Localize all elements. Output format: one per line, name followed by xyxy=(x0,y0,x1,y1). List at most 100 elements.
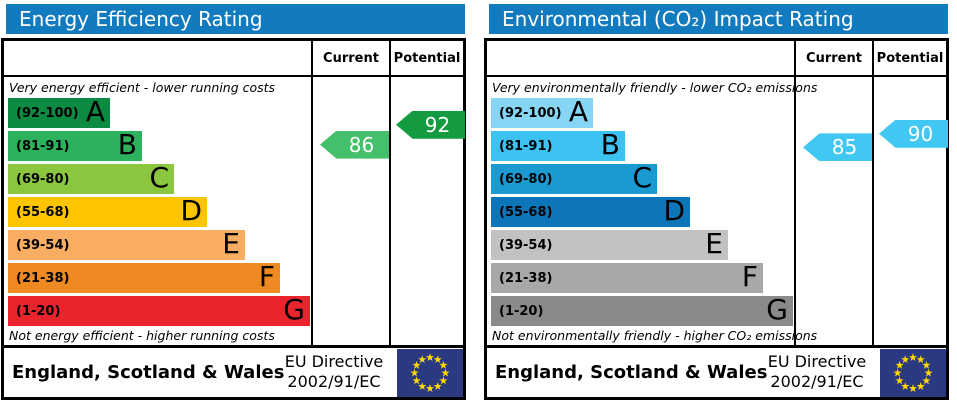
top-caption: Very energy efficient - lower running co… xyxy=(9,80,276,95)
current-rating-arrow: 85 xyxy=(803,133,872,162)
band-range-label: (21-38) xyxy=(16,270,70,286)
bottom-caption: Not energy efficient - higher running co… xyxy=(9,328,275,343)
band-range-label: (55-68) xyxy=(499,204,553,220)
column-header-current: Current xyxy=(806,50,862,66)
rating-band-b: (81-91) B xyxy=(8,128,142,161)
column-header-potential: Potential xyxy=(393,50,461,66)
rating-band-e: (39-54) E xyxy=(8,227,245,260)
rating-chart-box: Current Potential Very energy efficient … xyxy=(1,38,466,400)
current-rating-value: 86 xyxy=(348,132,375,157)
rating-band-d: (55-68) D xyxy=(8,194,207,227)
eu-directive-line2: 2002/91/EC xyxy=(770,372,864,391)
eu-star-icon xyxy=(924,368,933,377)
band-letter: E xyxy=(705,227,723,260)
band-range-label: (55-68) xyxy=(16,204,70,220)
column-divider-right xyxy=(872,41,874,345)
potential-rating-value: 90 xyxy=(907,121,934,146)
rating-band-c: (69-80) C xyxy=(491,161,657,194)
panel-title-bar: Energy Efficiency Rating xyxy=(6,4,465,34)
panel-footer: England, Scotland & Wales EU Directive 2… xyxy=(487,345,946,397)
eu-directive-line2: 2002/91/EC xyxy=(287,372,381,391)
column-divider-left xyxy=(794,41,796,345)
rating-band-f: (21-38) F xyxy=(491,262,763,293)
band-letter: E xyxy=(222,227,240,260)
potential-rating-arrow: 92 xyxy=(396,110,465,139)
band-letter: D xyxy=(180,194,202,227)
current-rating-value: 85 xyxy=(831,135,858,160)
band-range-label: (81-91) xyxy=(499,138,553,154)
eu-star-icon xyxy=(893,368,902,377)
band-range-label: (1-20) xyxy=(499,303,544,319)
footer-region-label: England, Scotland & Wales xyxy=(495,362,768,383)
eu-star-icon xyxy=(418,382,427,390)
band-letter: G xyxy=(766,293,788,326)
band-range-label: (92-100) xyxy=(499,105,562,121)
eu-star-icon xyxy=(425,384,435,392)
eu-flag-icon xyxy=(880,349,946,397)
rating-band-b: (81-91) B xyxy=(491,128,625,161)
potential-rating-arrow: 90 xyxy=(879,119,948,148)
eu-star-icon xyxy=(418,355,427,364)
column-divider-right xyxy=(389,41,391,345)
eu-star-icon xyxy=(908,384,918,392)
rating-band-a: (92-100) A xyxy=(8,95,110,128)
eu-directive-line1: EU Directive xyxy=(767,352,867,371)
band-letter: B xyxy=(117,128,137,161)
band-range-label: (69-80) xyxy=(16,171,70,187)
rating-band-d: (55-68) D xyxy=(491,194,690,227)
rating-band-c: (69-80) C xyxy=(8,161,174,194)
band-letter: C xyxy=(149,161,169,194)
eu-star-icon xyxy=(916,355,925,364)
eu-star-icon xyxy=(425,353,435,361)
eu-star-icon xyxy=(439,360,448,369)
eu-star-icon xyxy=(901,355,910,364)
band-range-label: (1-20) xyxy=(16,303,61,319)
eu-star-icon xyxy=(916,382,925,390)
band-letter: A xyxy=(568,95,588,128)
rating-chart-box: Current Potential Very environmentally f… xyxy=(484,38,949,400)
band-letter: A xyxy=(85,95,105,128)
top-caption: Very environmentally friendly - lower CO… xyxy=(492,80,818,95)
eu-star-icon xyxy=(412,376,421,385)
current-rating-arrow: 86 xyxy=(320,130,389,159)
band-range-label: (39-54) xyxy=(16,237,70,253)
rating-band-e: (39-54) E xyxy=(491,227,728,260)
band-letter: F xyxy=(258,260,275,293)
panel-title-bar: Environmental (CO₂) Impact Rating xyxy=(489,4,948,34)
band-letter: C xyxy=(632,161,652,194)
column-header-potential: Potential xyxy=(876,50,944,66)
eu-star-icon xyxy=(895,376,904,385)
eu-directive-line1: EU Directive xyxy=(284,352,384,371)
eu-star-icon xyxy=(433,355,442,364)
band-range-label: (81-91) xyxy=(16,138,70,154)
panel-title: Environmental (CO₂) Impact Rating xyxy=(502,7,854,31)
bottom-caption: Not environmentally friendly - higher CO… xyxy=(492,328,818,343)
potential-rating-value: 92 xyxy=(424,112,451,137)
panel-title: Energy Efficiency Rating xyxy=(19,7,263,31)
eu-star-icon xyxy=(901,382,910,390)
eu-star-icon xyxy=(439,376,448,385)
eu-star-icon xyxy=(441,368,450,377)
eu-star-icon xyxy=(433,382,442,390)
band-range-label: (21-38) xyxy=(499,270,553,286)
rating-band-a: (92-100) A xyxy=(491,95,593,128)
column-divider-left xyxy=(311,41,313,345)
band-letter: B xyxy=(600,128,620,161)
eu-star-icon xyxy=(412,360,421,369)
footer-region-label: England, Scotland & Wales xyxy=(12,362,285,383)
band-range-label: (39-54) xyxy=(499,237,553,253)
eu-star-icon xyxy=(922,360,931,369)
band-letter: D xyxy=(663,194,685,227)
eu-directive-label: EU Directive 2002/91/EC xyxy=(277,352,391,392)
rating-band-g: (1-20) G xyxy=(491,293,793,326)
epc-panel-co2: Environmental (CO₂) Impact Rating Curren… xyxy=(483,0,950,404)
eu-star-icon xyxy=(410,368,419,377)
rating-band-g: (1-20) G xyxy=(8,293,310,326)
panel-footer: England, Scotland & Wales EU Directive 2… xyxy=(4,345,463,397)
header-separator xyxy=(4,75,463,77)
eu-directive-label: EU Directive 2002/91/EC xyxy=(760,352,874,392)
eu-flag-icon xyxy=(397,349,463,397)
band-range-label: (69-80) xyxy=(499,171,553,187)
band-letter: G xyxy=(283,293,305,326)
